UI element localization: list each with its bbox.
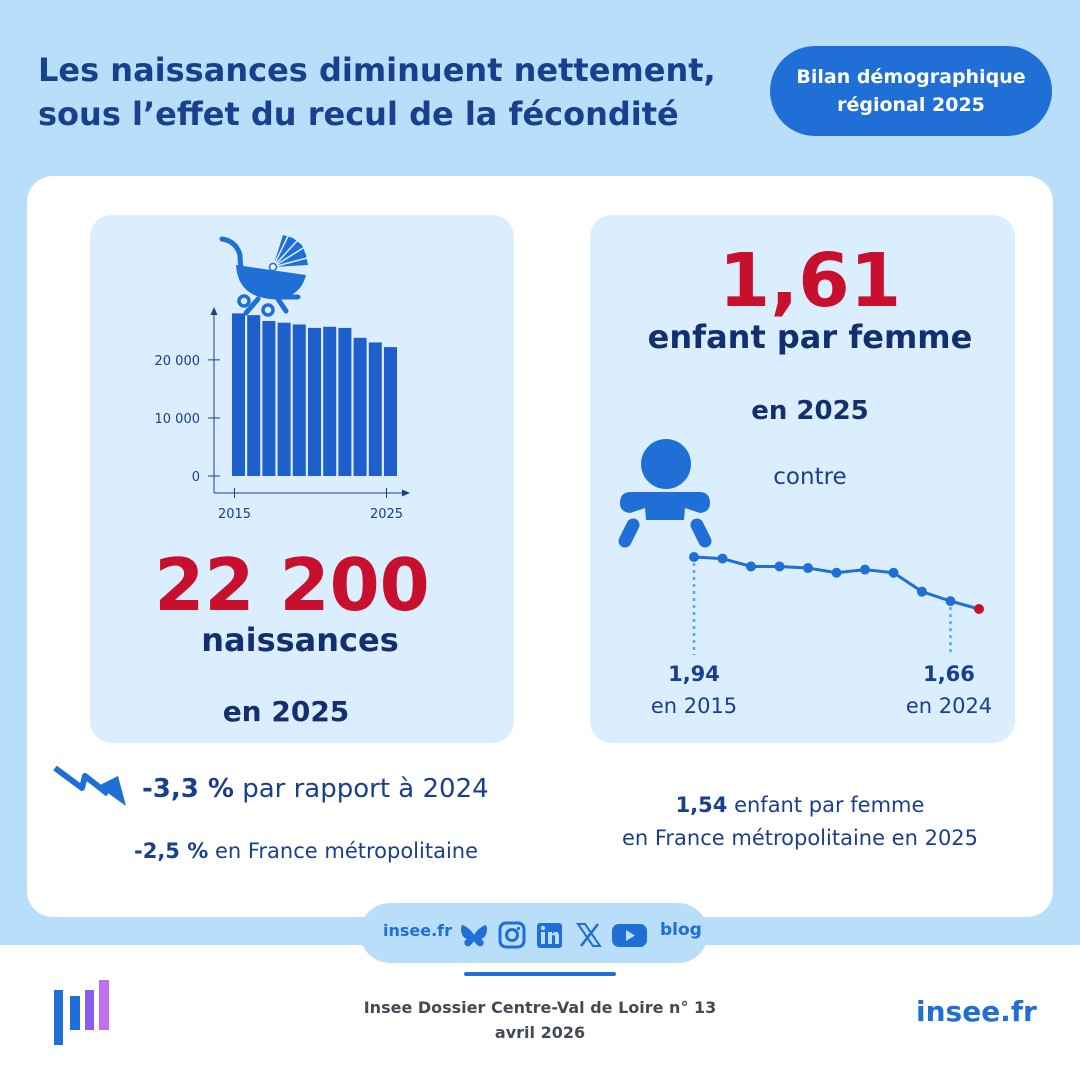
births-bar-chart: 0 10 000 20 000 2015 2025 xyxy=(155,307,410,522)
y-tick-label: 0 xyxy=(192,470,200,485)
instagram-icon[interactable] xyxy=(498,921,526,949)
bar-2022 xyxy=(338,327,352,476)
bar-2015 xyxy=(232,313,245,476)
bar-2020 xyxy=(308,327,321,476)
point-2024 xyxy=(945,596,956,607)
bar-2021 xyxy=(323,326,337,476)
births-change-value: -3,3 % xyxy=(142,774,234,804)
report-badge: Bilan démographique régional 2025 xyxy=(770,46,1052,136)
fertility-end-value: 1,66 xyxy=(923,662,975,686)
births-change-text: par rapport à 2024 xyxy=(233,774,489,804)
fertility-contre: contre xyxy=(773,464,847,490)
baby-icon xyxy=(618,439,712,548)
fertility-year-label: en 2025 xyxy=(751,396,869,426)
bar-2023 xyxy=(353,337,367,476)
footer-line-2: avril 2026 xyxy=(494,1023,586,1042)
bar-2024 xyxy=(368,342,382,476)
fertility-panel: 1,61 enfant par femme en 2025 contre 1,9… xyxy=(590,215,1015,743)
fertility-france-text-2: en France métropolitaine en 2025 xyxy=(621,826,979,850)
fertility-label: enfant par femme xyxy=(647,318,973,356)
point-2023 xyxy=(917,586,927,597)
youtube-icon[interactable] xyxy=(612,924,647,947)
social-bar: insee.fr blog xyxy=(360,903,708,963)
fertility-france: 1,54 enfant par femme en France métropol… xyxy=(590,789,1010,855)
x-icon[interactable] xyxy=(576,923,602,947)
badge-line-2: régional 2025 xyxy=(837,94,985,116)
badge-line-1: Bilan démographique xyxy=(796,66,1026,88)
x-tick-label: 2015 xyxy=(218,507,251,522)
social-site-link[interactable]: insee.fr xyxy=(383,921,453,940)
point-2019 xyxy=(803,563,813,574)
births-france-text: en France métropolitaine xyxy=(208,839,479,863)
footer-line-1: Insee Dossier Centre-Val de Loire n° 13 xyxy=(363,998,717,1017)
footer-publication: Insee Dossier Centre-Val de Loire n° 13 … xyxy=(340,995,740,1045)
footer-divider xyxy=(464,972,616,976)
linkedin-icon[interactable] xyxy=(537,923,562,948)
y-axis-arrow xyxy=(210,307,218,315)
births-france: -2,5 % en France métropolitaine xyxy=(134,836,478,866)
fertility-value: 1,61 xyxy=(718,238,902,324)
point-2020 xyxy=(831,567,842,578)
births-panel: 0 10 000 20 000 2015 2025 22 200 naissances … xyxy=(90,215,514,743)
births-change: -3,3 % par rapport à 2024 xyxy=(142,770,489,808)
bar-2018 xyxy=(277,322,291,476)
births-france-value: -2,5 % xyxy=(134,839,209,863)
births-label: naissances xyxy=(201,621,399,659)
bar-2019 xyxy=(292,324,306,476)
point-2017 xyxy=(746,561,756,572)
page-title: Les naissances diminuent nettement, sous… xyxy=(38,48,758,136)
x-tick-label: 2025 xyxy=(370,507,403,522)
social-icons xyxy=(461,921,647,949)
point-2018 xyxy=(774,561,785,572)
footer-site-link[interactable]: insee.fr xyxy=(916,995,1037,1028)
bar-2016 xyxy=(247,315,261,476)
births-value: 22 200 xyxy=(154,543,430,627)
births-year-label: en 2025 xyxy=(222,695,350,728)
bluesky-icon[interactable] xyxy=(461,925,487,947)
point-2016 xyxy=(717,553,728,564)
x-axis-arrow xyxy=(402,489,410,497)
blog-link[interactable]: blog xyxy=(660,920,702,940)
y-tick-label: 20 000 xyxy=(155,354,201,369)
point-2022 xyxy=(888,567,899,578)
fertility-france-text-1: enfant par femme xyxy=(727,793,925,817)
fertility-line-chart xyxy=(689,552,984,655)
title-line-1: Les naissances diminuent nettement, xyxy=(38,51,716,89)
y-tick-label: 10 000 xyxy=(155,412,201,427)
title-line-2: sous l’effet du recul de la fécondité xyxy=(38,95,679,133)
fertility-start-year: en 2015 xyxy=(650,694,738,718)
fertility-start-value: 1,94 xyxy=(668,662,720,686)
point-2025 xyxy=(974,604,984,614)
fertility-end-year: en 2024 xyxy=(905,694,993,718)
bar-2017 xyxy=(262,320,276,476)
fertility-france-value: 1,54 xyxy=(675,793,728,817)
point-2021 xyxy=(860,564,870,575)
point-2015 xyxy=(689,552,699,562)
bar-2025 xyxy=(384,347,397,476)
stroller-icon xyxy=(219,235,308,317)
fertility-series-line xyxy=(693,555,980,611)
